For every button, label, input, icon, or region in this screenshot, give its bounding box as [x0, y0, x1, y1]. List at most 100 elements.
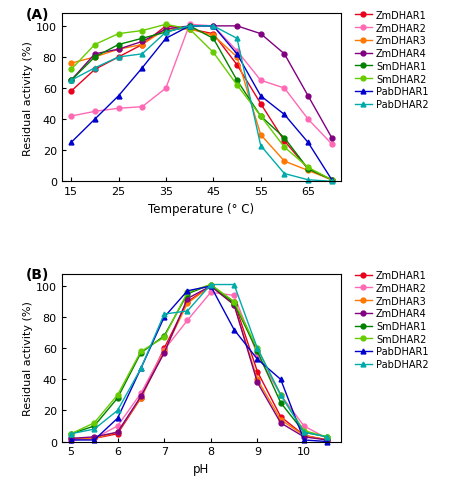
PabDHAR2 [91, 426, 97, 432]
ZmDHAR2 [255, 352, 260, 358]
SmDHAR1 [92, 55, 98, 60]
ZmDHAR3 [208, 284, 214, 289]
PabDHAR1 [92, 117, 98, 123]
Legend: ZmDHAR1, ZmDHAR2, ZmDHAR3, ZmDHAR4, SmDHAR1, SmDHAR2, PabDHAR1, PabDHAR2: ZmDHAR1, ZmDHAR2, ZmDHAR3, ZmDHAR4, SmDH… [355, 11, 428, 110]
ZmDHAR1 [115, 431, 120, 437]
SmDHAR1 [258, 114, 264, 120]
ZmDHAR1 [91, 436, 97, 442]
ZmDHAR1 [305, 167, 311, 172]
ZmDHAR1 [301, 432, 307, 438]
ZmDHAR4 [208, 284, 214, 289]
ZmDHAR2 [139, 105, 145, 110]
X-axis label: pH: pH [193, 462, 210, 475]
PabDHAR2 [301, 430, 307, 435]
SmDHAR1 [305, 167, 311, 172]
ZmDHAR3 [138, 396, 144, 401]
ZmDHAR2 [68, 114, 74, 120]
PabDHAR2 [255, 346, 260, 351]
ZmDHAR1 [231, 299, 237, 305]
SmDHAR2 [116, 32, 121, 37]
SmDHAR2 [305, 165, 311, 171]
Line: ZmDHAR4: ZmDHAR4 [69, 24, 334, 141]
ZmDHAR4 [138, 394, 144, 399]
ZmDHAR3 [187, 27, 192, 33]
ZmDHAR4 [282, 52, 287, 58]
ZmDHAR1 [92, 67, 98, 73]
SmDHAR1 [138, 350, 144, 356]
ZmDHAR3 [92, 55, 98, 60]
ZmDHAR3 [329, 178, 335, 183]
PabDHAR2 [68, 431, 74, 437]
SmDHAR1 [91, 423, 97, 429]
Line: PabDHAR1: PabDHAR1 [69, 24, 334, 183]
ZmDHAR4 [91, 434, 97, 440]
Line: SmDHAR1: SmDHAR1 [69, 24, 334, 183]
ZmDHAR3 [139, 43, 145, 48]
SmDHAR2 [255, 346, 260, 351]
ZmDHAR3 [231, 302, 237, 308]
ZmDHAR1 [163, 24, 169, 30]
ZmDHAR1 [187, 27, 192, 33]
PabDHAR1 [231, 327, 237, 333]
SmDHAR1 [161, 333, 167, 339]
SmDHAR1 [116, 43, 121, 48]
PabDHAR2 [68, 78, 74, 84]
SmDHAR2 [234, 83, 240, 89]
ZmDHAR2 [184, 318, 190, 324]
SmDHAR2 [329, 178, 335, 183]
ZmDHAR2 [138, 391, 144, 396]
ZmDHAR1 [208, 284, 214, 289]
PabDHAR1 [91, 437, 97, 443]
ZmDHAR4 [139, 39, 145, 45]
SmDHAR2 [210, 50, 216, 56]
SmDHAR1 [234, 78, 240, 84]
SmDHAR2 [231, 299, 237, 305]
ZmDHAR3 [91, 436, 97, 442]
ZmDHAR1 [68, 437, 74, 443]
ZmDHAR4 [258, 32, 264, 37]
ZmDHAR2 [116, 106, 121, 112]
PabDHAR1 [161, 314, 167, 320]
ZmDHAR2 [208, 290, 214, 296]
ZmDHAR3 [115, 430, 120, 435]
PabDHAR1 [234, 52, 240, 58]
PabDHAR1 [324, 439, 330, 444]
ZmDHAR2 [282, 86, 287, 92]
ZmDHAR2 [278, 392, 283, 398]
PabDHAR2 [231, 282, 237, 288]
PabDHAR2 [139, 52, 145, 58]
SmDHAR1 [278, 400, 283, 406]
ZmDHAR1 [161, 346, 167, 351]
ZmDHAR1 [234, 63, 240, 69]
ZmDHAR2 [301, 423, 307, 429]
SmDHAR2 [163, 23, 169, 28]
Line: ZmDHAR2: ZmDHAR2 [69, 23, 334, 147]
Line: SmDHAR2: SmDHAR2 [69, 23, 334, 183]
ZmDHAR2 [329, 142, 335, 147]
Line: ZmDHAR3: ZmDHAR3 [69, 284, 330, 443]
ZmDHAR3 [234, 55, 240, 60]
ZmDHAR4 [184, 296, 190, 302]
ZmDHAR3 [282, 159, 287, 165]
SmDHAR1 [231, 300, 237, 306]
ZmDHAR3 [301, 432, 307, 438]
ZmDHAR4 [116, 47, 121, 53]
SmDHAR1 [210, 36, 216, 42]
SmDHAR2 [138, 349, 144, 355]
Text: (B): (B) [25, 267, 49, 281]
PabDHAR1 [301, 437, 307, 443]
ZmDHAR1 [139, 43, 145, 48]
Line: ZmDHAR1: ZmDHAR1 [69, 24, 334, 183]
SmDHAR1 [68, 78, 74, 84]
PabDHAR1 [187, 24, 192, 30]
ZmDHAR3 [255, 377, 260, 383]
PabDHAR2 [258, 144, 264, 149]
PabDHAR2 [208, 282, 214, 288]
ZmDHAR1 [255, 369, 260, 375]
ZmDHAR1 [68, 89, 74, 95]
PabDHAR1 [255, 357, 260, 362]
ZmDHAR4 [329, 136, 335, 142]
PabDHAR2 [115, 408, 120, 413]
ZmDHAR2 [324, 436, 330, 442]
ZmDHAR4 [231, 302, 237, 308]
